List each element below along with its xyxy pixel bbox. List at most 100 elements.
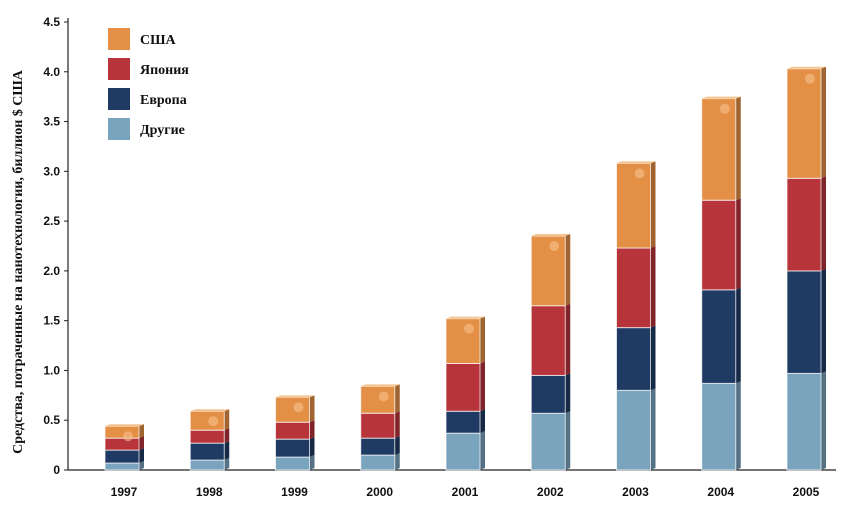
- bar-highlight-2002: [549, 241, 560, 252]
- bar-stack-1999: 1999: [275, 395, 315, 499]
- bar-top-2000: [360, 384, 400, 387]
- x-tick-label: 2002: [537, 485, 564, 499]
- legend: США Япония Европа Другие: [108, 28, 189, 140]
- bar-segment-2004-Япония: [701, 200, 736, 290]
- x-tick-label: 2000: [366, 485, 393, 499]
- y-tick-label: 4.5: [43, 15, 60, 29]
- bar-segment-1999-Европа: [275, 439, 310, 458]
- bar-side-1998-Европа: [224, 441, 230, 461]
- bar-side-2002-США: [565, 234, 571, 306]
- y-tick-label: 0: [53, 463, 60, 477]
- bar-segment-2002-Япония: [531, 305, 566, 376]
- bar-side-2002-Другие: [565, 411, 571, 470]
- bar-segment-2000-Европа: [360, 438, 395, 456]
- y-tick-label: 1.5: [43, 314, 60, 328]
- x-tick-label: 1999: [281, 485, 308, 499]
- bar-side-2005-Япония: [821, 176, 826, 271]
- bar-side-1997-США: [139, 424, 144, 439]
- bar-top-2005: [787, 66, 826, 69]
- legend-swatch: [108, 28, 130, 50]
- bar-side-1998-Япония: [224, 428, 230, 444]
- bar-segment-1999-Другие: [275, 457, 310, 470]
- bar-highlight-1999: [293, 402, 304, 413]
- bar-side-1997-Другие: [139, 461, 144, 470]
- bar-highlight-1998: [208, 416, 219, 427]
- bar-side-2004-Европа: [735, 287, 741, 384]
- bars: 1997 1998 1999 2000 2001 2002 2003 2004 2005: [104, 66, 826, 499]
- legend-swatch: [108, 88, 130, 110]
- legend-item-Япония: Япония: [108, 58, 189, 80]
- x-tick-label: 2001: [452, 485, 479, 499]
- bar-side-2003-США: [650, 161, 656, 248]
- y-axis-title: Средства, потраченные на нанотехнологии,…: [11, 69, 26, 454]
- bar-highlight-2001: [464, 323, 474, 334]
- bar-segment-2004-Другие: [701, 383, 736, 470]
- bar-top-1997: [105, 424, 144, 427]
- bar-segment-1997-Япония: [105, 438, 139, 451]
- bar-top-1999: [275, 395, 315, 398]
- bar-top-2002: [531, 234, 571, 237]
- bar-side-2003-Япония: [650, 245, 656, 328]
- bar-side-1998-Другие: [224, 458, 230, 470]
- bar-side-2002-Европа: [565, 373, 571, 414]
- bar-segment-2003-Европа: [616, 327, 651, 391]
- bar-segment-1998-Другие: [190, 460, 225, 470]
- bar-side-2002-Япония: [565, 303, 571, 376]
- bar-segment-2004-США: [701, 98, 736, 201]
- legend-label: Европа: [140, 93, 187, 108]
- bar-side-2001-Другие: [480, 431, 485, 470]
- x-tick-label: 2004: [707, 485, 734, 499]
- bar-segment-2002-Европа: [531, 375, 566, 414]
- bar-segment-1998-Европа: [190, 443, 225, 461]
- bar-top-2001: [446, 316, 485, 319]
- bar-side-2001-Япония: [480, 361, 485, 412]
- x-tick-label: 2003: [622, 485, 649, 499]
- bar-stack-2003: 2003: [616, 161, 656, 499]
- bar-side-2003-Европа: [650, 325, 656, 391]
- bar-side-1999-Европа: [309, 437, 315, 458]
- bar-side-2005-США: [821, 66, 826, 179]
- bar-segment-2003-США: [616, 163, 651, 248]
- bar-segment-2003-Другие: [616, 390, 651, 470]
- bar-segment-2001-Европа: [446, 411, 480, 434]
- y-tick-label: 4.0: [43, 65, 60, 79]
- bar-side-2000-Другие: [394, 453, 400, 470]
- bar-side-2001-Европа: [480, 409, 485, 434]
- bar-stack-2002: 2002: [530, 234, 571, 499]
- bar-top-1998: [190, 409, 230, 412]
- bar-segment-1997-Другие: [105, 463, 139, 470]
- y-tick-label: 0.5: [43, 413, 60, 427]
- legend-label: Другие: [140, 123, 185, 138]
- bar-side-2000-Япония: [394, 411, 400, 439]
- bar-side-1997-Европа: [139, 448, 144, 464]
- bar-highlight-1997: [123, 431, 133, 442]
- bar-segment-2000-США: [360, 386, 395, 414]
- bar-segment-1999-Япония: [275, 422, 310, 440]
- bar-side-1999-Япония: [309, 420, 315, 440]
- bar-side-2005-Европа: [821, 268, 826, 374]
- bar-segment-2003-Япония: [616, 247, 651, 328]
- y-tick-label: 3.5: [43, 115, 60, 129]
- bar-stack-2005: 2005: [786, 66, 826, 499]
- bar-segment-1997-Европа: [105, 450, 139, 464]
- bar-stack-1997: 1997: [104, 424, 144, 499]
- bar-side-2003-Другие: [650, 388, 656, 470]
- bar-segment-2005-США: [787, 68, 821, 179]
- legend-item-Другие: Другие: [108, 118, 185, 140]
- bar-segment-2002-Другие: [531, 413, 566, 470]
- bar-stack-2001: 2001: [445, 316, 485, 499]
- bar-segment-2005-Япония: [787, 178, 821, 271]
- bar-highlight-2000: [378, 391, 389, 402]
- y-tick-label: 2.5: [43, 214, 60, 228]
- bar-stack-1998: 1998: [189, 409, 230, 499]
- bar-highlight-2003: [634, 168, 645, 179]
- bar-side-2004-Япония: [735, 198, 741, 290]
- bar-side-1997-Япония: [139, 436, 144, 451]
- bar-segment-1998-Япония: [190, 430, 225, 444]
- bar-side-1999-Другие: [309, 455, 315, 470]
- bar-highlight-2005: [805, 73, 815, 84]
- bar-side-1999-США: [309, 395, 315, 423]
- bar-side-2000-Европа: [394, 436, 400, 456]
- bar-segment-2005-Европа: [787, 270, 821, 374]
